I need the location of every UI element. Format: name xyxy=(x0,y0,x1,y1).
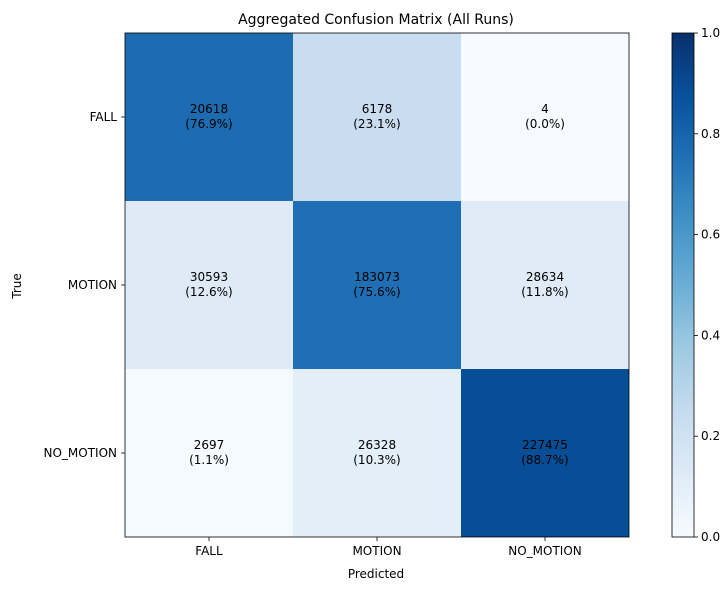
colorbar-tick-label: 0.8 xyxy=(701,127,720,141)
heatmap-cell xyxy=(293,33,461,201)
y-tick-label: NO_MOTION xyxy=(43,446,117,460)
y-tick-label: MOTION xyxy=(68,278,117,292)
cell-count-label: 227475 xyxy=(522,438,568,452)
cell-percent-label: (12.6%) xyxy=(185,285,232,299)
cell-count-label: 26328 xyxy=(358,438,396,452)
colorbar-tick-label: 0.0 xyxy=(701,530,720,544)
cell-percent-label: (23.1%) xyxy=(353,117,400,131)
colorbar: 0.0 0.2 0.4 0.6 0.8 1.0 xyxy=(671,26,720,544)
cell-percent-label: (11.8%) xyxy=(521,285,568,299)
chart-title: Aggregated Confusion Matrix (All Runs) xyxy=(238,12,514,28)
cell-count-label: 30593 xyxy=(190,270,228,284)
colorbar-gradient xyxy=(671,32,695,538)
heatmap-cell xyxy=(461,33,629,201)
colorbar-tick-label: 0.4 xyxy=(701,328,720,342)
cell-count-label: 20618 xyxy=(190,102,228,116)
cell-percent-label: (1.1%) xyxy=(189,453,229,467)
cell-percent-label: (10.3%) xyxy=(353,453,400,467)
y-axis-ticks: FALL MOTION NO_MOTION xyxy=(43,110,125,460)
cell-percent-label: (88.7%) xyxy=(521,453,568,467)
heatmap-cell xyxy=(293,201,461,369)
cell-count-label: 28634 xyxy=(526,270,564,284)
x-tick-label: MOTION xyxy=(352,544,401,558)
cell-count-label: 6178 xyxy=(362,102,393,116)
cell-count-label: 2697 xyxy=(194,438,225,452)
x-tick-label: FALL xyxy=(195,544,223,558)
x-tick-label: NO_MOTION xyxy=(508,544,582,558)
cell-count-label: 183073 xyxy=(354,270,400,284)
colorbar-tick-label: 0.2 xyxy=(701,429,720,443)
x-axis-label: Predicted xyxy=(348,567,404,581)
y-axis-label: True xyxy=(10,273,24,300)
heatmap-cell xyxy=(461,201,629,369)
heatmap-cell-labels: 20618(76.9%) 6178(23.1%) 4(0.0%) 30593(12.6… xyxy=(185,102,568,467)
x-axis-ticks: FALL MOTION NO_MOTION xyxy=(195,537,582,558)
heatmap-cell xyxy=(125,33,293,201)
cell-percent-label: (0.0%) xyxy=(525,117,565,131)
heatmap-cell xyxy=(125,369,293,537)
colorbar-tick-label: 1.0 xyxy=(701,26,720,40)
y-tick-label: FALL xyxy=(90,110,118,124)
colorbar-tick-label: 0.6 xyxy=(701,228,720,242)
heatmap-cell xyxy=(293,369,461,537)
heatmap-cell xyxy=(125,201,293,369)
heatmap-cells xyxy=(124,32,630,538)
cell-percent-label: (76.9%) xyxy=(185,117,232,131)
cell-count-label: 4 xyxy=(541,102,549,116)
heatmap-cell xyxy=(461,369,629,537)
cell-percent-label: (75.6%) xyxy=(353,285,400,299)
